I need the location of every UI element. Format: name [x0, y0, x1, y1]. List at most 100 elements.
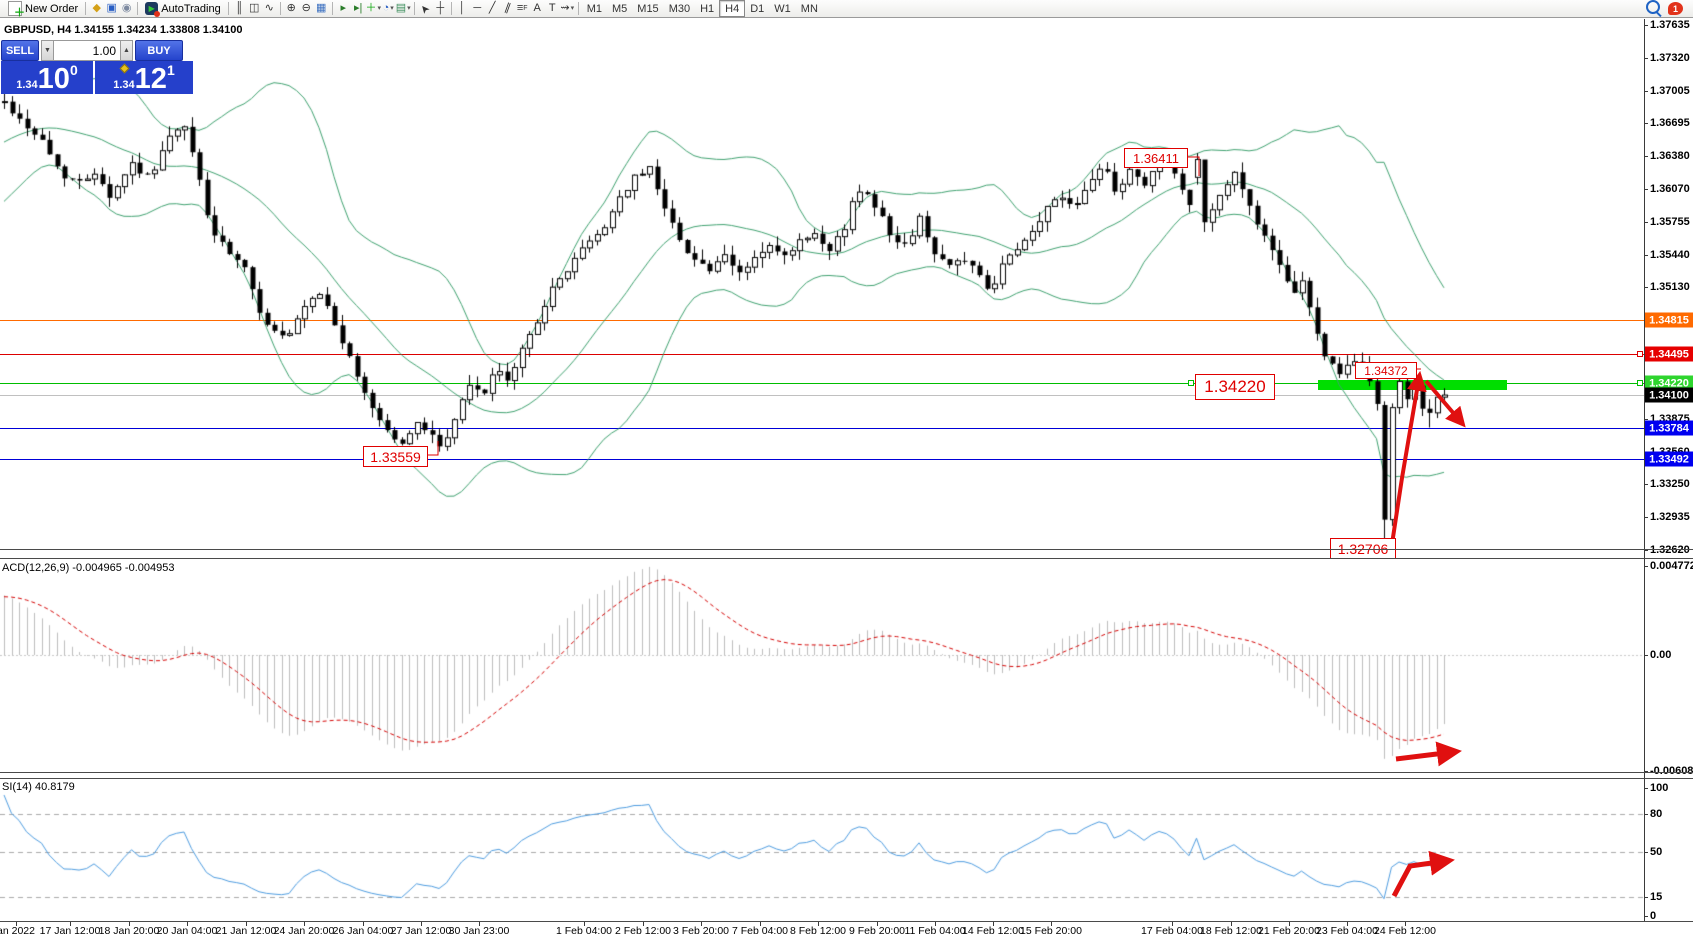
price-badge-1.34815: 1.34815 [1645, 312, 1693, 328]
indicator-tick-label: 100 [1650, 782, 1669, 794]
lot-size-input[interactable] [54, 40, 120, 61]
axis-tick [1644, 550, 1648, 551]
label-136411[interactable]: 1.36411 [1124, 148, 1188, 168]
line-handle[interactable] [1637, 351, 1643, 357]
price-axis-line [1644, 19, 1645, 922]
lot-increase-button[interactable]: ▲ [120, 40, 133, 61]
time-axis-label: 11 Feb 04:00 [904, 925, 966, 937]
time-tick [1289, 922, 1290, 926]
time-tick [1172, 922, 1173, 926]
label-133559-leader [426, 441, 439, 456]
time-axis-label: 21 Feb 20:00 [1258, 925, 1320, 937]
indicator-tick-label: 50 [1650, 846, 1663, 858]
axis-tick [1644, 517, 1648, 518]
axis-tick [1644, 771, 1648, 772]
bid-big-digits: 10 [37, 63, 70, 95]
macd-arrow[interactable] [1395, 741, 1462, 767]
search-icon[interactable] [1646, 0, 1662, 18]
price-tick-label: 1.35440 [1650, 249, 1690, 261]
label-134372[interactable]: 1.34372 [1355, 362, 1417, 379]
price-tick-label: 1.37635 [1650, 19, 1690, 31]
spread-marker-icon [119, 63, 130, 74]
time-tick [1231, 922, 1232, 926]
notifications-icon[interactable]: 1 [1668, 2, 1683, 15]
bid-sup-digit: 0 [69, 62, 78, 78]
time-axis-label: 1 Feb 04:00 [555, 925, 613, 937]
buy-button[interactable]: BUY [135, 40, 183, 61]
rsi-arrow[interactable] [1391, 850, 1455, 898]
time-axis-label: 17 Jan 12:00 [39, 925, 101, 937]
time-tick [1405, 922, 1406, 926]
axis-tick [1644, 91, 1648, 92]
time-tick [584, 922, 585, 926]
label-136411-leader [1186, 156, 1200, 176]
time-axis-label: 18 Jan 20:00 [98, 925, 160, 937]
time-tick [16, 922, 17, 926]
label-132706[interactable]: 1.32706 [1330, 538, 1396, 559]
ask-price[interactable]: 1.34 12 1 [95, 61, 193, 94]
time-axis-label: 21 Jan 12:00 [215, 925, 277, 937]
price-badge-1.34495: 1.34495 [1645, 346, 1693, 362]
time-axis-label: 20 Jan 04:00 [156, 925, 218, 937]
axis-tick [1644, 255, 1648, 256]
time-axis-label: 8 Feb 12:00 [789, 925, 847, 937]
label-133559[interactable]: 1.33559 [363, 446, 428, 467]
ask-sup-digit: 1 [166, 62, 175, 78]
time-tick [479, 922, 480, 926]
time-axis-label: 30 Jan 23:00 [448, 925, 510, 937]
price-badge-1.33492: 1.33492 [1645, 451, 1693, 467]
time-axis-label: 7 Feb 04:00 [731, 925, 789, 937]
bid-price[interactable]: 1.34 10 0 [1, 61, 93, 94]
axis-tick [1644, 655, 1648, 656]
indicator-tick-label: -0.006088 [1650, 765, 1693, 777]
axis-tick [1644, 788, 1648, 789]
time-axis-label: 23 Feb 04:00 [1316, 925, 1378, 937]
time-tick [818, 922, 819, 926]
time-tick [129, 922, 130, 926]
price-tick-label: 1.37005 [1650, 85, 1690, 97]
time-tick [643, 922, 644, 926]
time-tick [363, 922, 364, 926]
time-axis-label: 9 Feb 20:00 [848, 925, 906, 937]
axis-tick [1644, 25, 1648, 26]
one-click-trading-panel: SELL ▼ ▲ BUY 1.34 10 0 1.34 12 1 [1, 40, 193, 94]
axis-tick [1644, 156, 1648, 157]
pane-separator[interactable] [0, 772, 1693, 773]
indicator-tick-label: 0 [1650, 910, 1657, 922]
time-tick [877, 922, 878, 926]
indicator-tick-label: 15 [1650, 891, 1663, 903]
time-tick [304, 922, 305, 926]
pane-separator[interactable] [0, 558, 1693, 559]
price-tick-label: 1.32620 [1650, 544, 1690, 556]
time-axis-label: 24 Feb 12:00 [1374, 925, 1436, 937]
price-badge-1.34220: 1.34220 [1645, 375, 1693, 391]
time-axis-label: 14 Feb 12:00 [962, 925, 1024, 937]
trend-arrow-down[interactable] [1424, 379, 1466, 428]
time-tick [993, 922, 994, 926]
chart-canvas[interactable] [0, 0, 1644, 938]
time-tick [246, 922, 247, 926]
time-axis-label: 3 Feb 20:00 [672, 925, 730, 937]
pane-separator[interactable] [0, 778, 1693, 779]
price-tick-label: 1.36380 [1650, 150, 1690, 162]
label-134220[interactable]: 1.34220 [1195, 374, 1275, 400]
lot-decrease-button[interactable]: ▼ [41, 40, 54, 61]
time-tick [421, 922, 422, 926]
pane-separator[interactable] [0, 549, 1693, 550]
time-axis-label: 24 Jan 20:00 [273, 925, 335, 937]
axis-tick [1644, 852, 1648, 853]
price-tick-label: 1.32935 [1650, 511, 1690, 523]
time-axis-label: 27 Jan 12:00 [390, 925, 452, 937]
trend-arrow-up[interactable] [1390, 370, 1427, 545]
macd-label: ACD(12,26,9) -0.004965 -0.004953 [2, 562, 175, 574]
ask-big-digits: 12 [134, 63, 167, 95]
indicator-tick-label: 80 [1650, 808, 1663, 820]
sell-button[interactable]: SELL [1, 40, 39, 61]
line-handle[interactable] [1188, 380, 1194, 386]
price-tick-label: 1.37320 [1650, 52, 1690, 64]
line-handle[interactable] [1637, 380, 1643, 386]
time-tick [935, 922, 936, 926]
axis-tick [1644, 566, 1648, 567]
